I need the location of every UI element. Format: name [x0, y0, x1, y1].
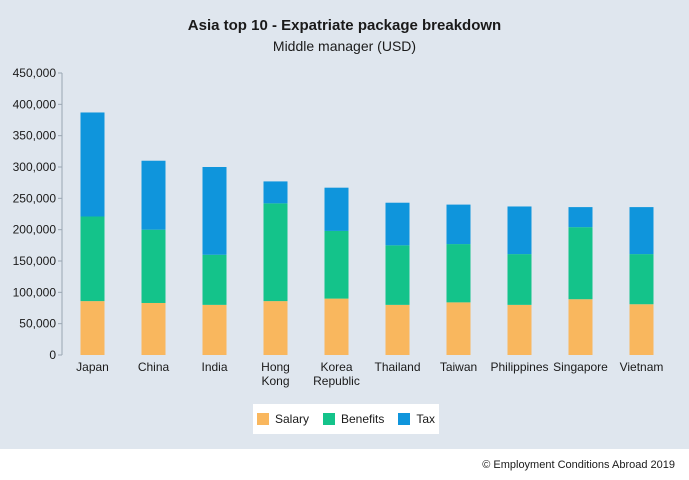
bar-segment-benefits	[263, 203, 288, 302]
legend-item-tax: Tax	[398, 412, 435, 426]
chart-subtitle: Middle manager (USD)	[272, 38, 417, 54]
bar-segment-tax	[385, 202, 410, 246]
bar-segment-salary	[141, 302, 166, 355]
chart-legend: Salary Benefits Tax	[253, 404, 439, 434]
bar-segment-benefits	[80, 216, 105, 302]
bar-segment-benefits	[141, 229, 166, 303]
bar-segment-salary	[385, 304, 410, 355]
bar-segment-salary	[507, 304, 532, 355]
bar-segment-benefits	[385, 245, 410, 305]
bar-segment-tax	[507, 206, 532, 255]
legend-label: Benefits	[340, 412, 385, 426]
bar-segment-benefits	[324, 230, 349, 299]
bar-segment-benefits	[507, 254, 532, 305]
bar-segment-tax	[629, 207, 654, 255]
bar-segment-tax	[141, 160, 166, 230]
legend-item-salary: Salary	[256, 412, 309, 426]
y-tick-label: 0	[49, 348, 56, 362]
bar-segment-benefits	[446, 244, 471, 303]
legend-swatch	[398, 413, 411, 425]
bar-segment-salary	[446, 302, 471, 355]
bar-segment-tax	[263, 181, 288, 204]
y-tick-label: 300,000	[13, 160, 57, 174]
x-category-label: Philippines	[490, 360, 548, 374]
bar-segment-tax	[80, 112, 105, 217]
legend-swatch	[256, 413, 269, 425]
x-category-label: Taiwan	[440, 360, 477, 374]
y-tick-label: 350,000	[13, 129, 57, 143]
bar-segment-benefits	[568, 227, 593, 300]
bar-segment-tax	[324, 187, 349, 231]
x-category-label: China	[138, 360, 170, 374]
bar-segment-tax	[568, 207, 593, 228]
bar-segment-tax	[202, 167, 227, 255]
x-category-label: Thailand	[374, 360, 420, 374]
bar-segment-benefits	[202, 254, 227, 305]
y-tick-label: 100,000	[13, 285, 57, 299]
y-tick-label: 50,000	[19, 317, 56, 331]
copyright-footer: © Employment Conditions Abroad 2019	[482, 459, 675, 471]
y-tick-label: 150,000	[13, 254, 57, 268]
legend-label: Salary	[274, 412, 309, 426]
stacked-bar-chart: 0 50,000 100,000 150,000 200,000 250,000 300,0…	[13, 66, 664, 388]
y-tick-label: 250,000	[13, 191, 57, 205]
bar-segment-benefits	[629, 254, 654, 305]
bar-segment-salary	[202, 304, 227, 355]
bar-segment-salary	[263, 301, 288, 355]
legend-label: Tax	[416, 412, 436, 426]
x-category-label: Singapore	[553, 360, 608, 374]
y-tick-label: 200,000	[13, 223, 57, 237]
bar-segment-salary	[568, 299, 593, 355]
legend-item-benefits: Benefits	[322, 412, 385, 426]
bar-segment-salary	[80, 301, 105, 355]
bar-segment-tax	[446, 204, 471, 245]
x-category-label: Hong Kong	[261, 360, 290, 388]
x-category-label: Japan	[76, 360, 109, 374]
legend-swatch	[322, 413, 335, 425]
y-tick-label: 450,000	[13, 66, 57, 80]
y-tick-label: 400,000	[13, 97, 57, 111]
x-category-label: Vietnam	[620, 360, 664, 374]
bar-segment-salary	[324, 298, 349, 355]
chart-title: Asia top 10 - Expatriate package breakdo…	[187, 17, 502, 34]
bar-segment-salary	[629, 304, 654, 355]
x-category-label: India	[201, 360, 227, 374]
x-category-label: Korea Republic	[313, 360, 360, 388]
